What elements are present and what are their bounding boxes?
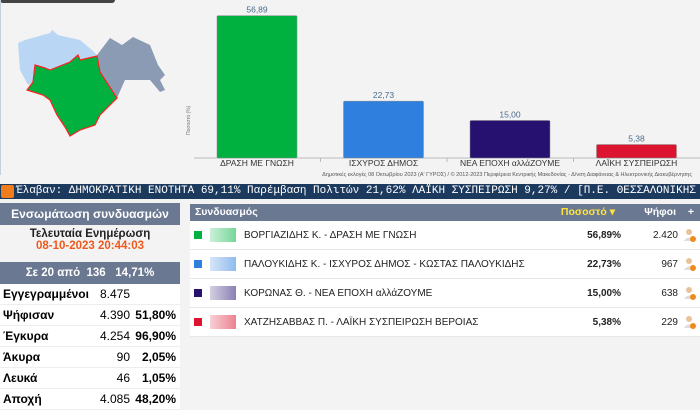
stat-row: Λευκά 46 1,05%: [0, 368, 180, 389]
party-name[interactable]: ΠΑΛΟΥΚΙΔΗΣ Κ. - ΙΣΧΥΡΟΣ ΔΗΜΟΣ - ΚΩΣΤΑΣ Π…: [244, 259, 525, 270]
expand-button[interactable]: +: [687, 206, 694, 218]
stat-name: Αποχή: [3, 392, 42, 406]
map-region-selected[interactable]: [26, 53, 118, 137]
stat-value: 8.475: [99, 287, 130, 301]
bar[interactable]: [216, 15, 298, 159]
stat-value: 90: [116, 350, 130, 364]
party-percent: 15,00%: [587, 288, 621, 299]
news-ticker: Έλαβαν: ΔΗΜΟΚΡΑΤΙΚΗ ΕΝΟΤΗΤΑ 69,11% Παρέμ…: [0, 184, 700, 199]
stat-percent: 2,05%: [141, 350, 176, 364]
party-votes: 967: [661, 259, 678, 270]
summary-title: Ενσωμάτωση συνδυασμών: [0, 203, 180, 225]
stat-percent: 96,90%: [135, 329, 176, 343]
stat-name: Εγγεγραμμένοι: [3, 287, 89, 301]
stat-row: Εγγεγραμμένοι 8.475: [0, 284, 180, 305]
municipality-map: [18, 30, 165, 137]
party-votes: 229: [661, 317, 678, 328]
party-votes: 638: [661, 288, 678, 299]
progress-status: Σε 20 από 136 14,71%: [0, 262, 180, 284]
map-region-gray[interactable]: [97, 37, 165, 98]
table-header: Συνδυασμός Ποσοστό ▾ Ψήφοι +: [190, 204, 700, 221]
party-logo-icon: [210, 315, 236, 329]
table-row[interactable]: ΒΟΡΓΙΑΖΙΔΗΣ Κ. - ΔΡΑΣΗ ΜΕ ΓΝΩΣΗ 56,89% 2.4…: [190, 221, 700, 250]
party-logo-icon: [210, 286, 236, 300]
footer-caption: Δημοτικές εκλογές 08 Οκτωβρίου 2023 (Α' …: [322, 172, 692, 178]
top-tab: [0, 0, 115, 3]
candidates-icon[interactable]: [684, 315, 696, 330]
stat-value: 4.390: [99, 308, 130, 322]
party-color-swatch: [194, 260, 202, 268]
stat-percent: [130, 284, 176, 304]
stat-name: Λευκά: [3, 371, 38, 385]
stat-row: Έγκυρα 4.254 96,90%: [0, 326, 180, 347]
stat-name: Άκυρα: [3, 350, 41, 364]
col-percent-label: Ποσοστό: [560, 206, 607, 218]
table-row[interactable]: ΧΑΤΖΗΣΑΒΒΑΣ Π. - ΛΑΪΚΗ ΣΥΣΠΕΙΡΩΣΗ ΒΕΡΟΙΑ…: [190, 308, 700, 337]
stat-percent: 48,20%: [135, 392, 176, 406]
party-name[interactable]: ΚΟΡΩΝΑΣ Θ. - ΝΕΑ ΕΠΟΧΗ αλλάΖΟΥΜΕ: [244, 288, 433, 299]
stat-percent: 1,05%: [141, 371, 176, 385]
map-region-light[interactable]: [18, 30, 97, 85]
table-row[interactable]: ΚΟΡΩΝΑΣ Θ. - ΝΕΑ ΕΠΟΧΗ αλλάΖΟΥΜΕ 15,00% 63…: [190, 279, 700, 308]
party-logo-icon: [210, 257, 236, 271]
bar-value-label: 5,38: [628, 134, 645, 144]
party-percent: 22,73%: [587, 259, 621, 270]
party-name[interactable]: ΒΟΡΓΙΑΖΙΔΗΣ Κ. - ΔΡΑΣΗ ΜΕ ΓΝΩΣΗ: [244, 230, 417, 241]
results-bar-chart: Ποσοστό (%) 56,89 ΔΡΑΣΗ ΜΕ ΓΝΩΣΗ 22,73 ΙΣΧΥΡ…: [185, 5, 700, 168]
y-axis-label: Ποσοστό (%): [185, 105, 192, 135]
col-percent-sort[interactable]: Ποσοστό ▾: [560, 206, 615, 218]
stat-value: 46: [116, 371, 130, 385]
bar[interactable]: [343, 100, 424, 159]
category-label: ΛΑΪΚΗ ΣΥΣΠΕΙΡΩΣΗ: [596, 158, 678, 168]
results-table: Συνδυασμός Ποσοστό ▾ Ψήφοι + ΒΟΡΓΙΑΖΙΔΗΣ…: [190, 204, 700, 337]
party-votes: 2.420: [652, 230, 678, 241]
bar-value-label: 15,00: [499, 109, 521, 119]
party-percent: 56,89%: [587, 230, 621, 241]
last-update: Τελευταία Ενημέρωση 08-10-2023 20:44:03: [0, 225, 180, 262]
party-logo-icon: [210, 228, 236, 242]
update-time: 08-10-2023 20:44:03: [35, 240, 145, 252]
divider: [0, 0, 1, 175]
party-percent: 5,38%: [592, 317, 621, 328]
stat-percent: 51,80%: [135, 308, 176, 322]
category-label: ΝΕΑ ΕΠΟΧΗ αλλάΖΟΥΜΕ: [460, 158, 560, 168]
stat-name: Ψήφισαν: [3, 308, 55, 322]
bar[interactable]: [469, 120, 551, 159]
update-label: Τελευταία Ενημέρωση: [29, 228, 151, 240]
category-label: ΙΣΧΥΡΟΣ ΔΗΜΟΣ: [349, 158, 418, 168]
party-color-swatch: [194, 289, 202, 297]
stat-name: Έγκυρα: [3, 329, 49, 343]
candidates-icon[interactable]: [684, 286, 696, 301]
stat-row: Ψήφισαν 4.390 51,80%: [0, 305, 180, 326]
candidates-icon[interactable]: [684, 228, 696, 243]
col-votes[interactable]: Ψήφοι: [644, 206, 676, 218]
party-color-swatch: [194, 318, 202, 326]
stat-value: 4.254: [99, 329, 130, 343]
candidates-icon[interactable]: [684, 257, 696, 272]
bar[interactable]: [596, 144, 677, 159]
category-label: ΔΡΑΣΗ ΜΕ ΓΝΩΣΗ: [220, 158, 294, 168]
bar-value-label: 22,73: [373, 90, 395, 100]
table-row[interactable]: ΠΑΛΟΥΚΙΔΗΣ Κ. - ΙΣΧΥΡΟΣ ΔΗΜΟΣ - ΚΩΣΤΑΣ Π…: [190, 250, 700, 279]
col-party[interactable]: Συνδυασμός: [195, 206, 258, 218]
summary-panel: Ενσωμάτωση συνδυασμών Τελευταία Ενημέρωσ…: [0, 203, 180, 410]
rss-icon[interactable]: [1, 185, 14, 198]
stat-value: 4.085: [99, 392, 130, 406]
party-name[interactable]: ΧΑΤΖΗΣΑΒΒΑΣ Π. - ΛΑΪΚΗ ΣΥΣΠΕΙΡΩΣΗ ΒΕΡΟΙΑ…: [244, 317, 479, 328]
party-color-swatch: [194, 231, 202, 239]
stat-row: Άκυρα 90 2,05%: [0, 347, 180, 368]
bar-value-label: 56,89: [246, 5, 268, 15]
